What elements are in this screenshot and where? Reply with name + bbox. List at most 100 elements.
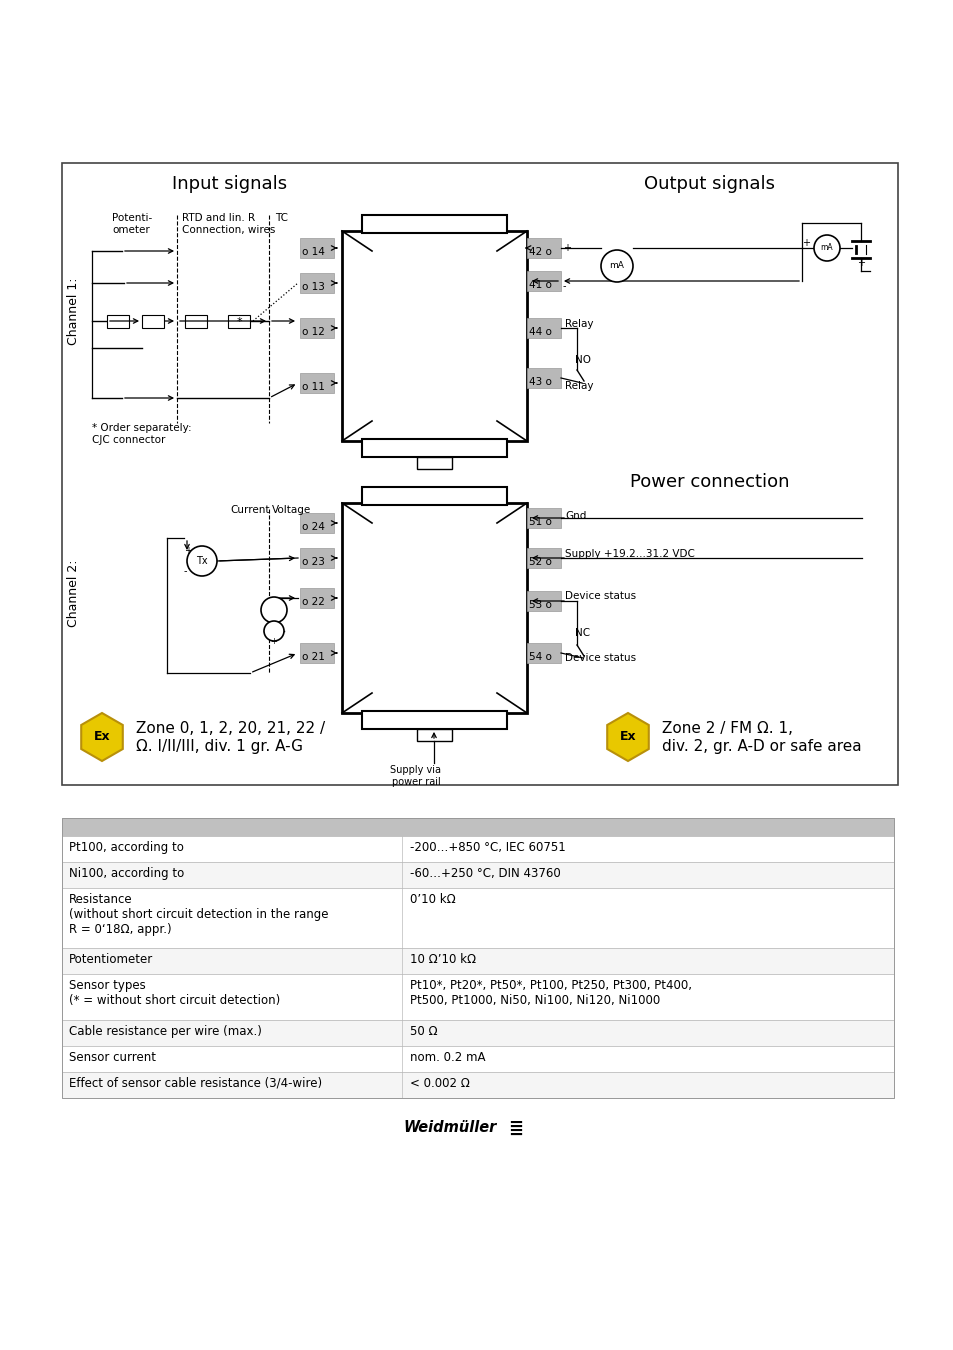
Circle shape bbox=[261, 597, 287, 622]
Bar bbox=[62, 1072, 893, 1098]
Bar bbox=[416, 729, 452, 741]
Text: o 21: o 21 bbox=[302, 652, 325, 662]
Bar bbox=[62, 836, 893, 863]
Bar bbox=[344, 331, 361, 343]
Text: Resistance
(without short circuit detection in the range
R = 0‘18Ω, appr.): Resistance (without short circuit detect… bbox=[69, 892, 328, 936]
Bar bbox=[299, 319, 334, 338]
Bar bbox=[506, 514, 524, 526]
Bar bbox=[506, 603, 524, 616]
Text: 50 Ω: 50 Ω bbox=[410, 1025, 437, 1038]
Text: Ex: Ex bbox=[619, 730, 636, 744]
Text: Sensor current: Sensor current bbox=[69, 1052, 156, 1064]
Bar bbox=[506, 265, 524, 277]
Text: -: - bbox=[184, 566, 188, 576]
Bar bbox=[344, 352, 361, 365]
Bar bbox=[344, 559, 361, 571]
Text: mA: mA bbox=[609, 262, 624, 270]
Text: 0’10 kΩ: 0’10 kΩ bbox=[410, 892, 456, 906]
Bar bbox=[344, 309, 361, 321]
Bar bbox=[299, 643, 334, 663]
Text: NO: NO bbox=[575, 355, 590, 364]
Bar bbox=[344, 625, 361, 637]
Bar bbox=[526, 548, 560, 568]
Text: 41 o: 41 o bbox=[529, 279, 551, 290]
Bar bbox=[344, 514, 361, 526]
Circle shape bbox=[187, 545, 216, 576]
Text: *: * bbox=[236, 317, 242, 327]
Bar bbox=[506, 352, 524, 365]
Text: o 13: o 13 bbox=[302, 282, 325, 292]
Text: Device status: Device status bbox=[564, 653, 636, 663]
Bar bbox=[526, 369, 560, 387]
Bar bbox=[506, 331, 524, 343]
Circle shape bbox=[600, 250, 633, 282]
Bar bbox=[361, 711, 506, 729]
Bar bbox=[506, 559, 524, 571]
Text: Current: Current bbox=[230, 505, 269, 514]
Text: NC: NC bbox=[575, 628, 590, 639]
Text: o 12: o 12 bbox=[302, 327, 325, 338]
Text: +: + bbox=[856, 258, 864, 269]
Text: +: + bbox=[801, 238, 809, 248]
Text: Pt100, according to: Pt100, according to bbox=[69, 841, 184, 855]
Bar bbox=[506, 625, 524, 637]
Text: o 23: o 23 bbox=[302, 558, 325, 567]
Bar bbox=[299, 513, 334, 533]
Text: Input signals: Input signals bbox=[172, 176, 287, 193]
Text: Device status: Device status bbox=[564, 591, 636, 601]
Text: +: + bbox=[184, 545, 192, 556]
Bar bbox=[62, 163, 897, 784]
Text: Relay: Relay bbox=[564, 319, 593, 329]
Text: -200…+850 °C, IEC 60751: -200…+850 °C, IEC 60751 bbox=[410, 841, 565, 855]
Bar bbox=[344, 537, 361, 549]
Bar bbox=[506, 375, 524, 387]
Text: Supply +19.2...31.2 VDC: Supply +19.2...31.2 VDC bbox=[564, 549, 694, 559]
Text: Channel 1:: Channel 1: bbox=[68, 277, 80, 344]
Text: Tx: Tx bbox=[196, 556, 208, 566]
Text: Gnd.: Gnd. bbox=[564, 512, 589, 521]
Bar bbox=[344, 580, 361, 593]
Text: TC: TC bbox=[274, 213, 288, 223]
Text: Voltage: Voltage bbox=[272, 505, 311, 514]
Text: o 22: o 22 bbox=[302, 597, 325, 608]
Bar bbox=[506, 243, 524, 255]
Circle shape bbox=[813, 235, 840, 261]
Text: 44 o: 44 o bbox=[529, 327, 551, 338]
Bar bbox=[62, 863, 893, 888]
Bar bbox=[526, 271, 560, 292]
Bar bbox=[344, 647, 361, 659]
Text: Ω. I/II/III, div. 1 gr. A-G: Ω. I/II/III, div. 1 gr. A-G bbox=[136, 738, 303, 755]
Bar bbox=[506, 580, 524, 593]
Text: Potenti-
ometer: Potenti- ometer bbox=[112, 213, 152, 235]
Bar bbox=[526, 643, 560, 663]
Circle shape bbox=[264, 621, 284, 641]
Bar bbox=[62, 1046, 893, 1072]
Text: * Order separately:
CJC connector: * Order separately: CJC connector bbox=[91, 423, 192, 444]
Bar bbox=[299, 548, 334, 568]
Bar bbox=[62, 888, 893, 948]
Text: Cable resistance per wire (max.): Cable resistance per wire (max.) bbox=[69, 1025, 262, 1038]
Bar bbox=[506, 670, 524, 680]
Bar bbox=[344, 243, 361, 255]
Bar bbox=[361, 215, 506, 234]
Text: +: + bbox=[270, 637, 276, 647]
Bar bbox=[62, 1021, 893, 1046]
Text: o 24: o 24 bbox=[302, 522, 325, 532]
Bar bbox=[299, 238, 334, 258]
Text: Power connection: Power connection bbox=[630, 472, 789, 491]
Bar bbox=[62, 948, 893, 973]
Bar bbox=[341, 231, 526, 441]
Text: 52 o: 52 o bbox=[529, 558, 551, 567]
Text: o 14: o 14 bbox=[302, 247, 325, 256]
Bar bbox=[526, 508, 560, 528]
Text: div. 2, gr. A-D or safe area: div. 2, gr. A-D or safe area bbox=[661, 738, 861, 755]
Text: -: - bbox=[562, 281, 566, 292]
Text: Zone 0, 1, 2, 20, 21, 22 /: Zone 0, 1, 2, 20, 21, 22 / bbox=[136, 721, 325, 736]
Bar bbox=[344, 375, 361, 387]
Text: RTD and lin. R
Connection, wires: RTD and lin. R Connection, wires bbox=[182, 213, 275, 235]
Bar bbox=[62, 973, 893, 1021]
Text: 54 o: 54 o bbox=[529, 652, 551, 662]
Bar bbox=[526, 591, 560, 612]
Text: < 0.002 Ω: < 0.002 Ω bbox=[410, 1077, 470, 1089]
Bar bbox=[361, 439, 506, 458]
